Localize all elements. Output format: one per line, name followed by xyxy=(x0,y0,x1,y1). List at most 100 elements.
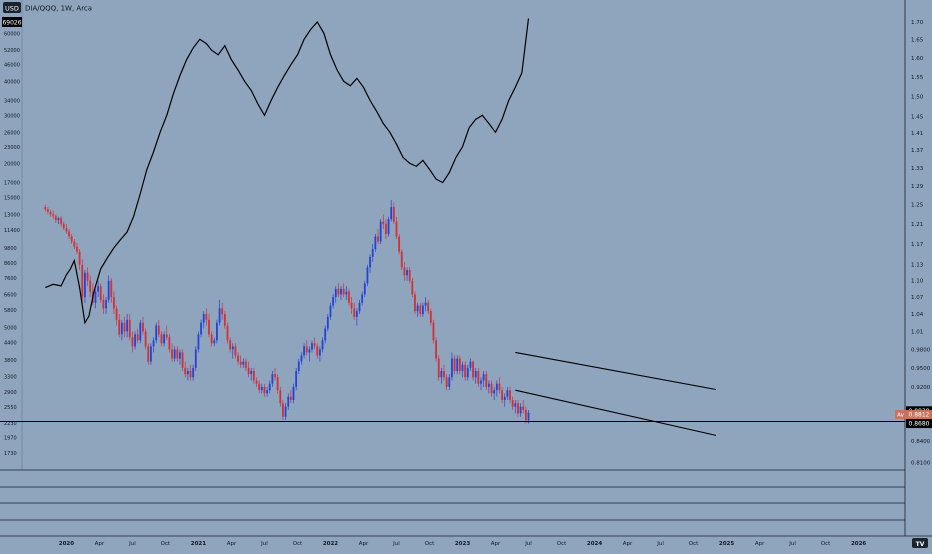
left-tick-label: 20000 xyxy=(4,161,20,167)
left-tick-label: 5000 xyxy=(4,325,17,331)
time-tick-label: 2020 xyxy=(59,541,74,547)
candle-body xyxy=(392,207,395,222)
candle-body xyxy=(485,374,488,387)
candle-body xyxy=(509,390,511,400)
time-tick-label: Oct xyxy=(689,541,699,547)
right-tick-label: 0.8100 xyxy=(911,461,931,467)
left-tick-label: 13000 xyxy=(4,212,20,218)
time-tick-label: Apr xyxy=(491,541,501,547)
candle-body xyxy=(295,370,298,387)
time-tick-label: Apr xyxy=(755,541,765,547)
candle-body xyxy=(456,358,459,371)
candle-body xyxy=(377,236,379,242)
tradingview-logo[interactable]: TV xyxy=(912,538,928,548)
candle-body xyxy=(179,352,181,359)
candle-body xyxy=(332,297,335,306)
time-tick-label: Jul xyxy=(128,541,136,547)
candle-body xyxy=(519,406,522,414)
candle-body xyxy=(469,361,472,368)
candle-body xyxy=(239,361,242,365)
time-tick-label: Apr xyxy=(359,541,369,547)
candle-body xyxy=(81,264,84,298)
right-tick-label: 1.37 xyxy=(911,148,924,154)
right-tick-label: 0.9800 xyxy=(911,347,931,353)
candle-body xyxy=(453,358,456,371)
candle-body xyxy=(113,297,115,309)
av-tag-label: Av xyxy=(897,413,904,419)
candle-body xyxy=(155,325,158,341)
candle-body xyxy=(363,283,366,295)
candle-body xyxy=(247,367,250,375)
time-tick-label: Oct xyxy=(293,541,303,547)
overlay-line-series xyxy=(45,18,530,325)
candle-body xyxy=(379,221,382,242)
candle-body xyxy=(65,227,68,232)
price-badge-last xyxy=(906,410,932,420)
candle-body xyxy=(350,302,353,309)
candle-body xyxy=(213,340,216,344)
candle-body xyxy=(105,299,107,309)
candle-body xyxy=(498,383,501,391)
candle-body xyxy=(57,218,60,221)
candle-body xyxy=(200,322,202,335)
left-tick-label: 3300 xyxy=(4,375,17,381)
candle-body xyxy=(406,269,408,276)
candle-body xyxy=(474,370,477,378)
right-tick-label: 1.29 xyxy=(911,184,924,190)
right-tick-label: 0.8400 xyxy=(911,439,931,445)
time-tick-label: Apr xyxy=(95,541,105,547)
channel-lower-trendline[interactable] xyxy=(515,389,717,436)
left-axis-ticks: 60000 52000 46000 40000 34000 30000 26000 23000… xyxy=(4,31,20,457)
channel-upper-trendline[interactable] xyxy=(515,351,717,391)
candle-body xyxy=(266,390,268,394)
candle-body xyxy=(147,346,150,362)
candle-body xyxy=(429,311,432,323)
candle-body xyxy=(237,355,239,362)
right-tick-label: 1.01 xyxy=(911,329,923,335)
candle-body xyxy=(229,340,232,350)
candle-body xyxy=(118,319,121,335)
candle-body xyxy=(517,403,519,414)
left-tick-label: 6600 xyxy=(4,293,17,299)
time-tick-label: Oct xyxy=(161,541,171,547)
candle-body xyxy=(342,288,345,295)
candle-body xyxy=(70,236,73,242)
candle-body xyxy=(194,349,197,368)
time-axis-ticks: 2020 Apr Jul Oct 2021 Apr Jul Oct 2022 Apr Jul Oct 2… xyxy=(59,541,867,547)
candle-body xyxy=(171,349,173,359)
candle-body xyxy=(374,236,377,250)
candle-body xyxy=(276,377,279,391)
candle-body xyxy=(482,374,485,381)
candle-body xyxy=(411,280,414,295)
candle-body xyxy=(218,308,221,323)
left-tick-label: 23000 xyxy=(4,145,20,151)
candle-body xyxy=(527,412,530,421)
candle-body xyxy=(424,302,427,306)
candle-body xyxy=(94,291,97,303)
candle-body xyxy=(136,334,139,341)
candle-body xyxy=(421,305,424,315)
candle-body xyxy=(205,314,208,320)
candle-body xyxy=(102,299,105,309)
candle-body xyxy=(292,386,295,400)
candle-body xyxy=(371,249,374,257)
candle-body xyxy=(226,325,229,341)
candle-body xyxy=(223,314,226,326)
candle-body xyxy=(355,311,358,317)
candle-body xyxy=(345,291,348,295)
right-tick-label: 1.70 xyxy=(911,20,924,26)
candle-body xyxy=(97,286,99,292)
candle-body xyxy=(210,334,213,344)
tradingview-logo-glyph: TV xyxy=(916,541,925,548)
candle-body xyxy=(451,358,453,378)
candle-body xyxy=(242,361,245,365)
candle-body xyxy=(76,246,78,252)
left-tick-label: 2900 xyxy=(4,390,17,396)
currency-badge[interactable] xyxy=(3,2,21,13)
candle-body xyxy=(163,334,166,344)
candle-body xyxy=(334,288,337,298)
left-tick-label: 40000 xyxy=(4,79,20,85)
candle-body xyxy=(369,256,371,268)
